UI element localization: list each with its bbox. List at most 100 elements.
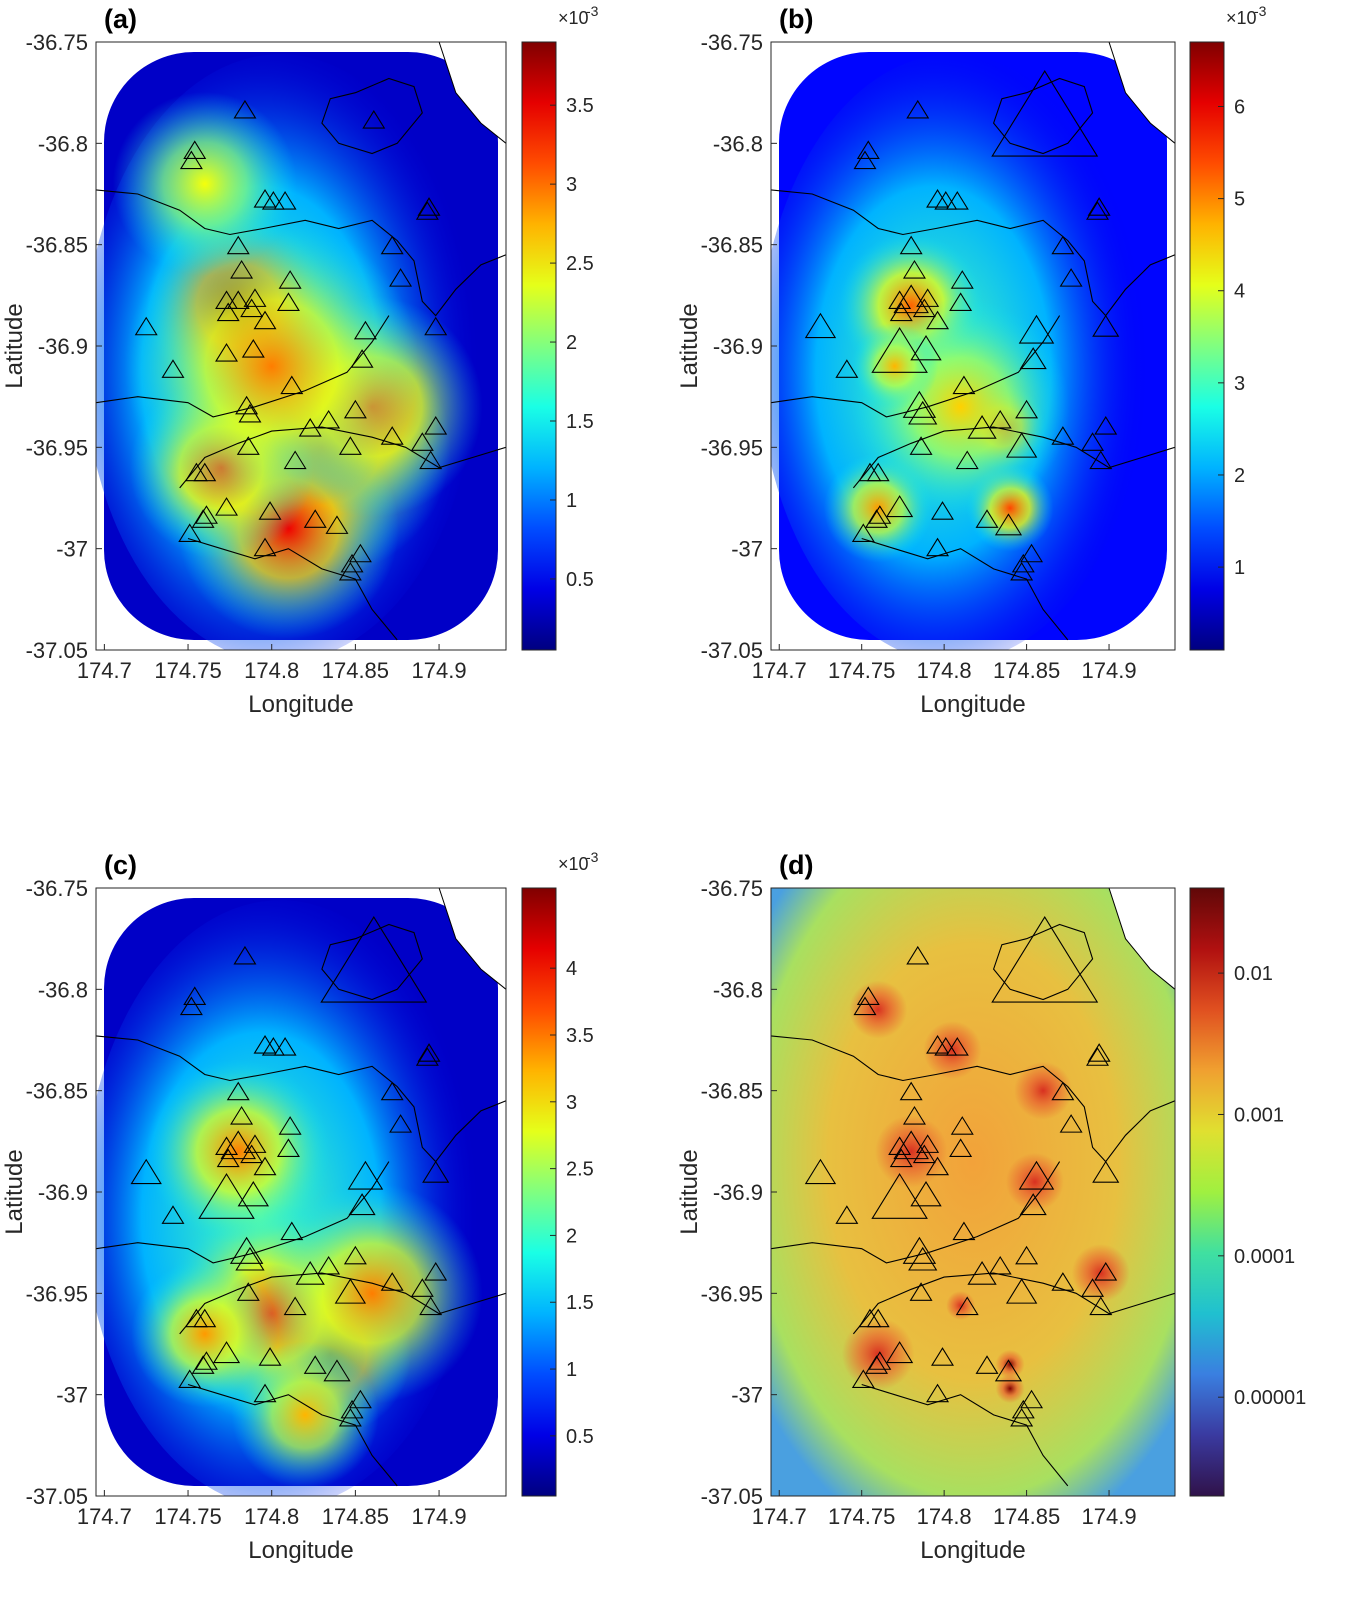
station-marker	[278, 270, 302, 289]
station-marker	[253, 1156, 277, 1176]
station-marker	[130, 1158, 162, 1185]
station-marker	[417, 1043, 441, 1062]
y-tick-label: -37.05	[26, 638, 88, 663]
station-marker	[1020, 1389, 1044, 1409]
station-marker	[865, 1355, 889, 1374]
station-marker	[871, 1173, 928, 1219]
x-tick-label: 174.7	[77, 1504, 132, 1529]
station-marker	[1019, 1193, 1047, 1216]
station-marker	[909, 1282, 933, 1301]
station-marker	[303, 1355, 327, 1374]
station-marker	[1086, 201, 1109, 220]
station-marker	[1015, 1245, 1039, 1265]
coastline	[771, 189, 1175, 317]
station-marker	[226, 290, 250, 309]
colorbar-tick-label: 3	[566, 1092, 577, 1114]
y-tick-label: -37.05	[701, 1484, 763, 1509]
station-marker	[216, 1148, 240, 1168]
station-marker	[198, 1173, 255, 1219]
colorbar-tick-label: 0.5	[566, 1426, 594, 1448]
hotspot	[231, 1341, 379, 1489]
coastline	[187, 537, 398, 641]
station-marker	[424, 316, 448, 336]
station-marker	[988, 409, 1012, 429]
station-marker	[835, 359, 859, 378]
x-tick-label: 174.85	[993, 1504, 1060, 1529]
station-marker	[424, 416, 448, 435]
station-marker	[273, 191, 297, 210]
station-marker	[241, 339, 265, 358]
station-marker	[912, 298, 936, 318]
station-marker	[1011, 1399, 1035, 1419]
y-tick-label: -36.9	[38, 334, 88, 359]
station-marker	[317, 409, 341, 429]
station-marker	[853, 996, 877, 1016]
station-marker	[899, 235, 923, 255]
y-tick-label: -36.75	[701, 30, 763, 55]
colorbar-exponent: -3	[586, 3, 599, 19]
coastline	[861, 537, 1069, 641]
station-marker	[233, 99, 257, 119]
station-marker	[258, 1347, 282, 1366]
station-marker	[161, 359, 185, 378]
station-marker	[226, 1081, 250, 1101]
station-marker	[348, 543, 372, 563]
station-marker	[229, 1236, 264, 1264]
colorbar-tick-label: 2	[566, 1225, 577, 1247]
station-marker	[253, 310, 277, 330]
station-marker	[804, 1158, 837, 1185]
station-marker	[1020, 543, 1044, 563]
station-marker	[240, 1144, 264, 1164]
station-marker	[1089, 450, 1113, 470]
station-marker	[856, 986, 880, 1005]
coastline-island	[321, 923, 423, 1001]
coastline	[96, 189, 506, 317]
station-marker	[868, 1351, 892, 1370]
station-marker	[348, 1193, 376, 1216]
station-marker	[1092, 314, 1120, 337]
station-marker	[380, 1081, 404, 1101]
x-tick-label: 174.9	[412, 1504, 467, 1529]
station-marker	[804, 312, 837, 339]
station-marker	[295, 1261, 325, 1285]
colorbar-tick-label: 3.5	[566, 95, 594, 117]
station-marker	[853, 150, 877, 170]
station-marker	[380, 1272, 404, 1291]
colorbar	[521, 887, 557, 1497]
coastline-island	[321, 77, 423, 155]
station-marker	[280, 1221, 304, 1241]
station-marker	[194, 505, 218, 524]
colorbar-tick-label: 2	[1234, 465, 1245, 487]
station-marker	[934, 1037, 958, 1056]
coastline	[187, 1383, 398, 1487]
station-marker	[422, 1160, 450, 1183]
station-marker	[273, 1037, 297, 1056]
station-marker	[424, 1262, 448, 1281]
colorbar-tick-label: 5	[1234, 189, 1245, 211]
y-tick-label: -36.85	[26, 1079, 88, 1104]
station-marker	[886, 1341, 914, 1364]
station-marker	[338, 1407, 362, 1427]
station-marker	[926, 1035, 950, 1054]
colorbar-tick-label: 1	[566, 490, 577, 512]
x-tick-label: 174.75	[154, 1504, 221, 1529]
colorbar-tick-label: 6	[1234, 96, 1245, 118]
station-marker	[886, 495, 914, 518]
station-marker	[926, 1156, 950, 1176]
y-tick-label: -36.85	[701, 1079, 763, 1104]
station-marker	[236, 1282, 260, 1301]
y-axis-label: Latitude	[676, 303, 703, 388]
station-marker	[340, 1399, 364, 1419]
station-marker	[931, 501, 954, 520]
colorbar-multiplier: ×10	[558, 8, 589, 28]
station-marker	[1094, 416, 1118, 435]
colorbar-tick-label: 0.0001	[1234, 1246, 1295, 1268]
station-marker	[338, 561, 362, 581]
hotspot	[124, 219, 419, 514]
station-marker	[1015, 399, 1039, 419]
station-marker	[212, 1341, 241, 1364]
station-marker	[1087, 197, 1111, 216]
panel-a: 174.7 174.75 174.8 174.85 174.9 -36.75 -36.8 -3…	[1, 3, 599, 718]
colorbar	[1189, 41, 1225, 651]
station-marker	[1086, 1047, 1109, 1066]
